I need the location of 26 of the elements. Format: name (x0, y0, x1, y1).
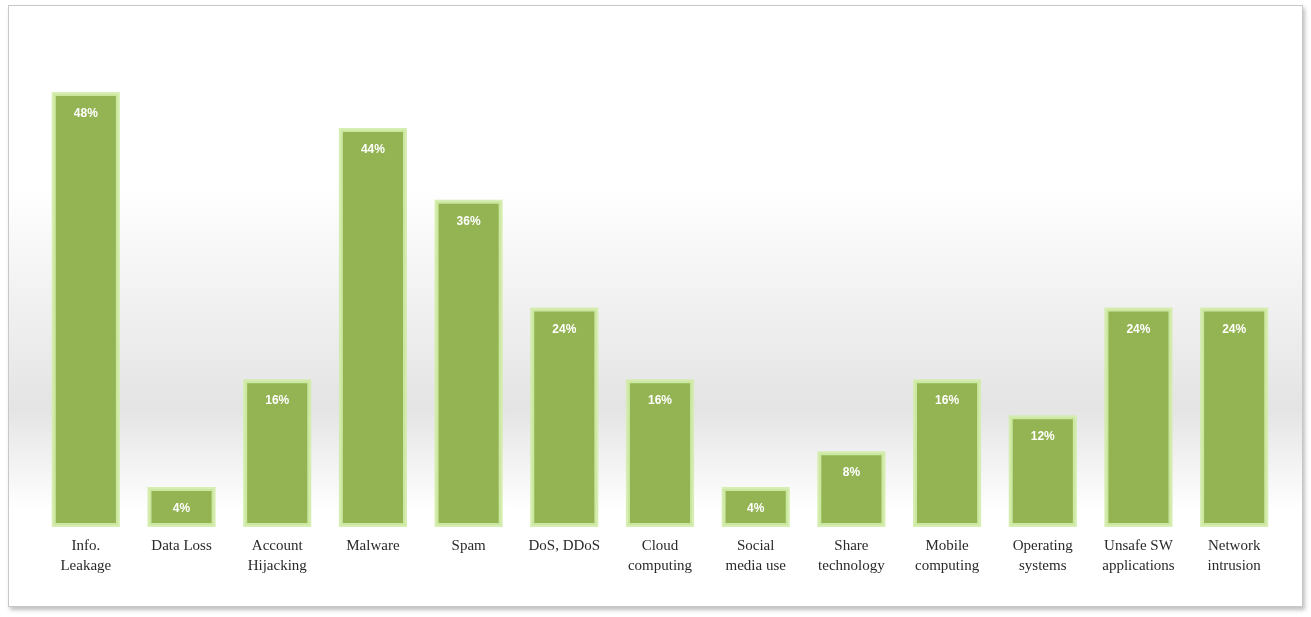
x-tick-label: Spam (451, 536, 487, 553)
data-label: 8% (842, 465, 861, 480)
data-label: 36% (456, 213, 481, 228)
data-label: 24% (1222, 321, 1247, 336)
data-label: 16% (265, 393, 290, 408)
data-label: 24% (1126, 321, 1151, 336)
data-label: 16% (935, 393, 960, 408)
x-tick-label: Cloud computing (627, 536, 693, 573)
x-tick-label: Network intrusion (1207, 536, 1262, 573)
x-tick-label: DoS, DDoS (528, 536, 601, 553)
x-tick-label: Data Loss (151, 536, 212, 553)
data-label: 24% (552, 321, 577, 336)
data-label: 12% (1030, 429, 1056, 444)
data-label: 4% (172, 501, 191, 516)
data-label: 48% (73, 106, 99, 120)
data-label: 4% (747, 501, 765, 516)
x-tick-label: Mobile computing (914, 536, 980, 573)
data-label: 44% (360, 141, 386, 156)
data-label: 16% (647, 393, 673, 408)
x-tick-label: Operating systems (1012, 536, 1074, 573)
x-tick-label: Account Hijacking (247, 536, 308, 573)
x-tick-label: Share technology (818, 536, 886, 573)
x-tick-label: Unsafe SW applications (1102, 536, 1175, 573)
x-tick-label: Malware (346, 536, 400, 553)
x-tick-label: Social media use (725, 536, 787, 573)
x-tick-label: Info. Leakage (60, 536, 112, 573)
